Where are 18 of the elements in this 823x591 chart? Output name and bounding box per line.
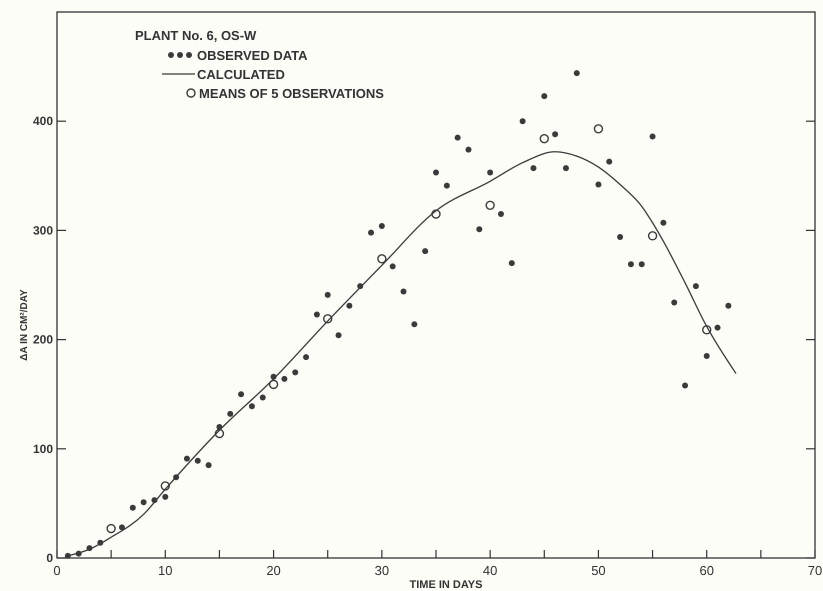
y-axis-title: ΔA IN CM²/DAY [19,288,30,361]
x-tick-label: 30 [374,563,390,578]
x-tick-label: 10 [158,563,173,578]
legend-label: MEANS OF 5 OBSERVATIONS [199,86,384,101]
legend-label: OBSERVED DATA [197,48,308,63]
y-tick-label: 300 [32,223,54,238]
x-tick-label: 50 [591,563,606,578]
y-tick-label: 200 [32,332,54,347]
y-tick-label: 400 [32,114,54,128]
y-tick-label: 100 [32,442,54,456]
x-tick-label: 40 [482,563,498,578]
y-tick-label: 0 [46,551,54,565]
legend-label: CALCULATED [197,67,285,82]
x-tick-label: 70 [808,563,822,578]
x-tick-label: 60 [699,563,714,578]
x-axis-title: TIME IN DAYS [410,579,482,591]
legend-title: PLANT No. 6, OS-W [135,28,258,43]
x-tick-label: 20 [266,563,281,578]
